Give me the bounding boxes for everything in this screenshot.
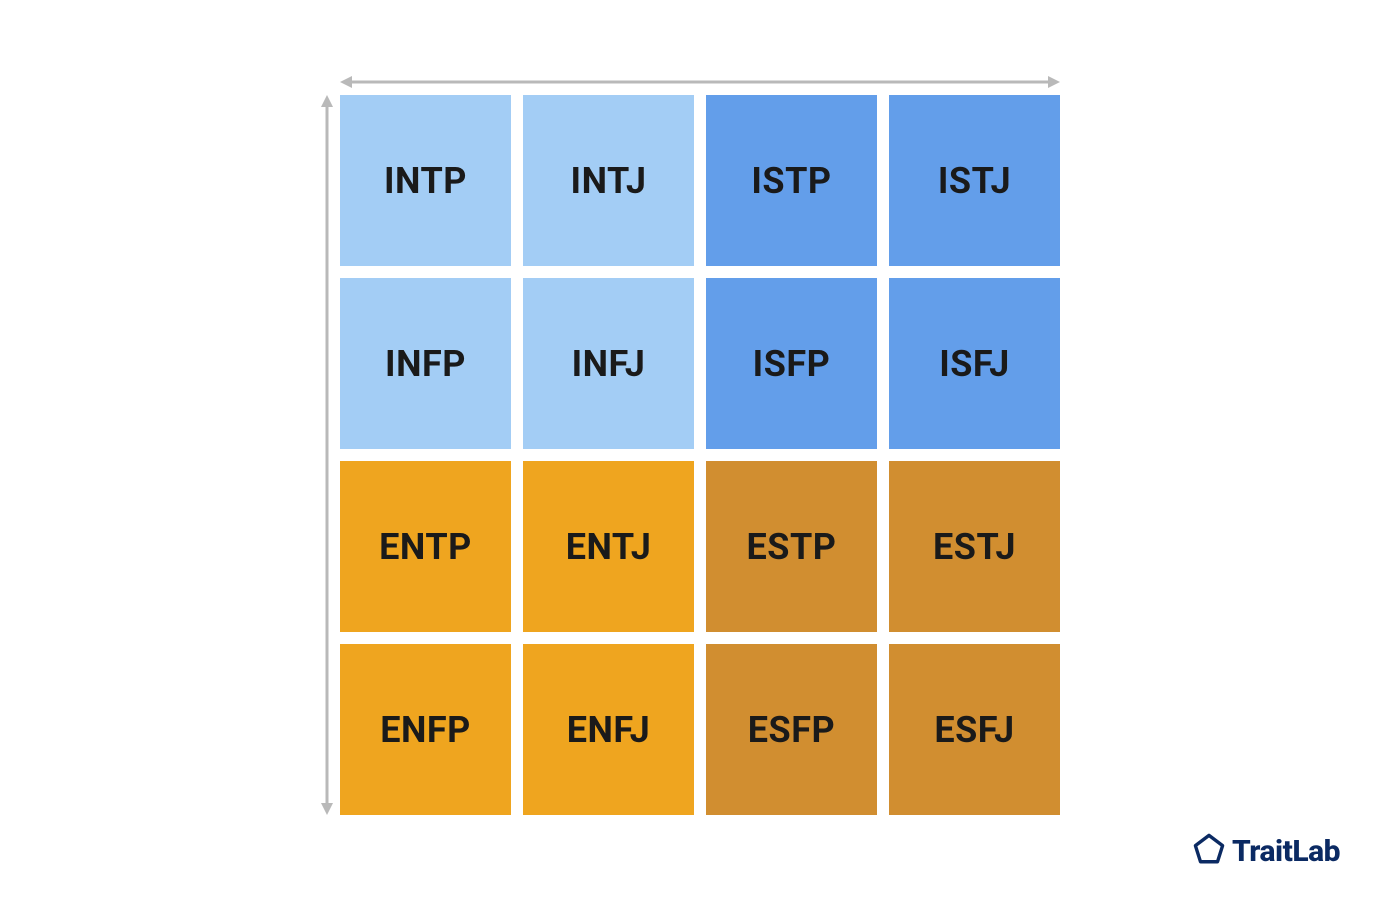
mbti-cell-istp: ISTP: [706, 95, 877, 266]
mbti-grid-chart: INTPINTJISTPISTJ INFPINFJISFPISFJ ENTPENTJ…: [340, 95, 1060, 815]
brand-logo: TraitLab: [1192, 832, 1340, 870]
mbti-cell-isfp: ISFP: [706, 278, 877, 449]
mbti-cell-entp: ENTP: [340, 461, 511, 632]
brand-name: TraitLab: [1232, 834, 1340, 869]
mbti-grid: INTPINTJISTPISTJ INFPINFJISFPISFJ ENTPENTJ…: [340, 95, 1060, 815]
mbti-cell-infp: INFP: [340, 278, 511, 449]
mbti-cell-istj: ISTJ: [889, 95, 1060, 266]
left-axis-arrow: [318, 95, 336, 815]
mbti-cell-infj: INFJ: [523, 278, 694, 449]
mbti-cell-esfj: ESFJ: [889, 644, 1060, 815]
mbti-cell-intj: INTJ: [523, 95, 694, 266]
mbti-cell-intp: INTP: [340, 95, 511, 266]
mbti-cell-estj: ESTJ: [889, 461, 1060, 632]
mbti-cell-entj: ENTJ: [523, 461, 694, 632]
mbti-cell-enfp: ENFP: [340, 644, 511, 815]
mbti-cell-isfj: ISFJ: [889, 278, 1060, 449]
mbti-cell-enfj: ENFJ: [523, 644, 694, 815]
mbti-cell-estp: ESTP: [706, 461, 877, 632]
top-axis-arrow: [340, 73, 1060, 91]
pentagon-icon: [1192, 832, 1226, 870]
mbti-cell-esfp: ESFP: [706, 644, 877, 815]
